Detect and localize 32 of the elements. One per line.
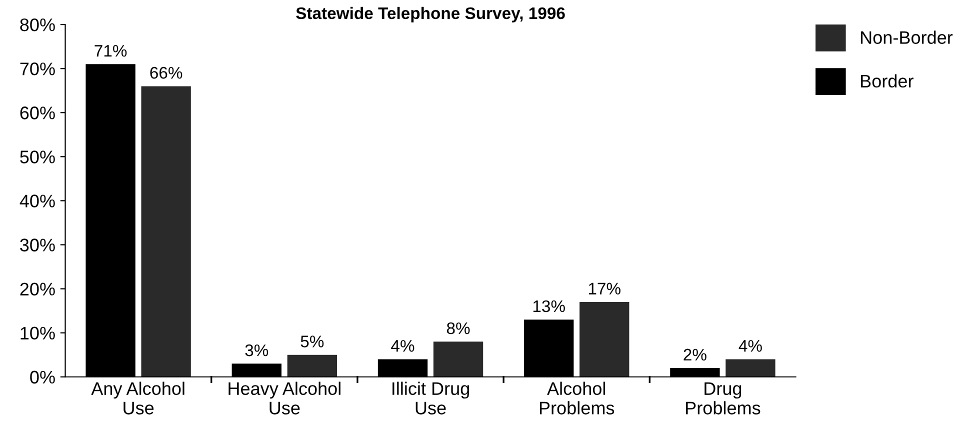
chart-title: Statewide Telephone Survey, 1996 <box>296 6 565 22</box>
y-tick-label: 70% <box>20 62 55 76</box>
data-label: 4% <box>391 340 414 352</box>
x-tick-label: Drug Problems <box>686 382 760 414</box>
y-tick-label: 10% <box>20 326 55 340</box>
y-tick-label: 40% <box>20 194 55 208</box>
bar <box>141 86 191 377</box>
bar <box>433 342 484 377</box>
y-tick-label: 50% <box>20 150 55 164</box>
legend-label: Border <box>861 74 914 88</box>
x-tick-label: Any Alcohol Use <box>91 382 184 414</box>
x-tick-label: Alcohol Problems <box>540 382 614 414</box>
y-tick-label: 80% <box>20 18 55 32</box>
x-tick-label: Heavy Alcohol Use <box>228 382 340 414</box>
legend-label: Non-Border <box>861 30 953 44</box>
data-label: 66% <box>150 66 182 79</box>
data-label: 4% <box>738 340 762 352</box>
y-tick-label: 0% <box>30 370 55 384</box>
x-tick-label: Illicit Drug Use <box>392 382 469 414</box>
data-label: 8% <box>446 322 470 334</box>
data-label: 13% <box>533 300 565 312</box>
data-label: 3% <box>245 344 268 356</box>
data-label: 71% <box>94 44 127 57</box>
bar <box>580 302 630 377</box>
bar <box>726 359 776 377</box>
y-tick-label: 30% <box>20 238 55 252</box>
data-label: 17% <box>588 282 620 294</box>
bar <box>287 354 338 377</box>
y-tick-label: 20% <box>20 282 55 296</box>
data-label: 5% <box>300 336 324 348</box>
data-label: 2% <box>684 348 706 361</box>
y-tick-label: 60% <box>20 106 55 120</box>
